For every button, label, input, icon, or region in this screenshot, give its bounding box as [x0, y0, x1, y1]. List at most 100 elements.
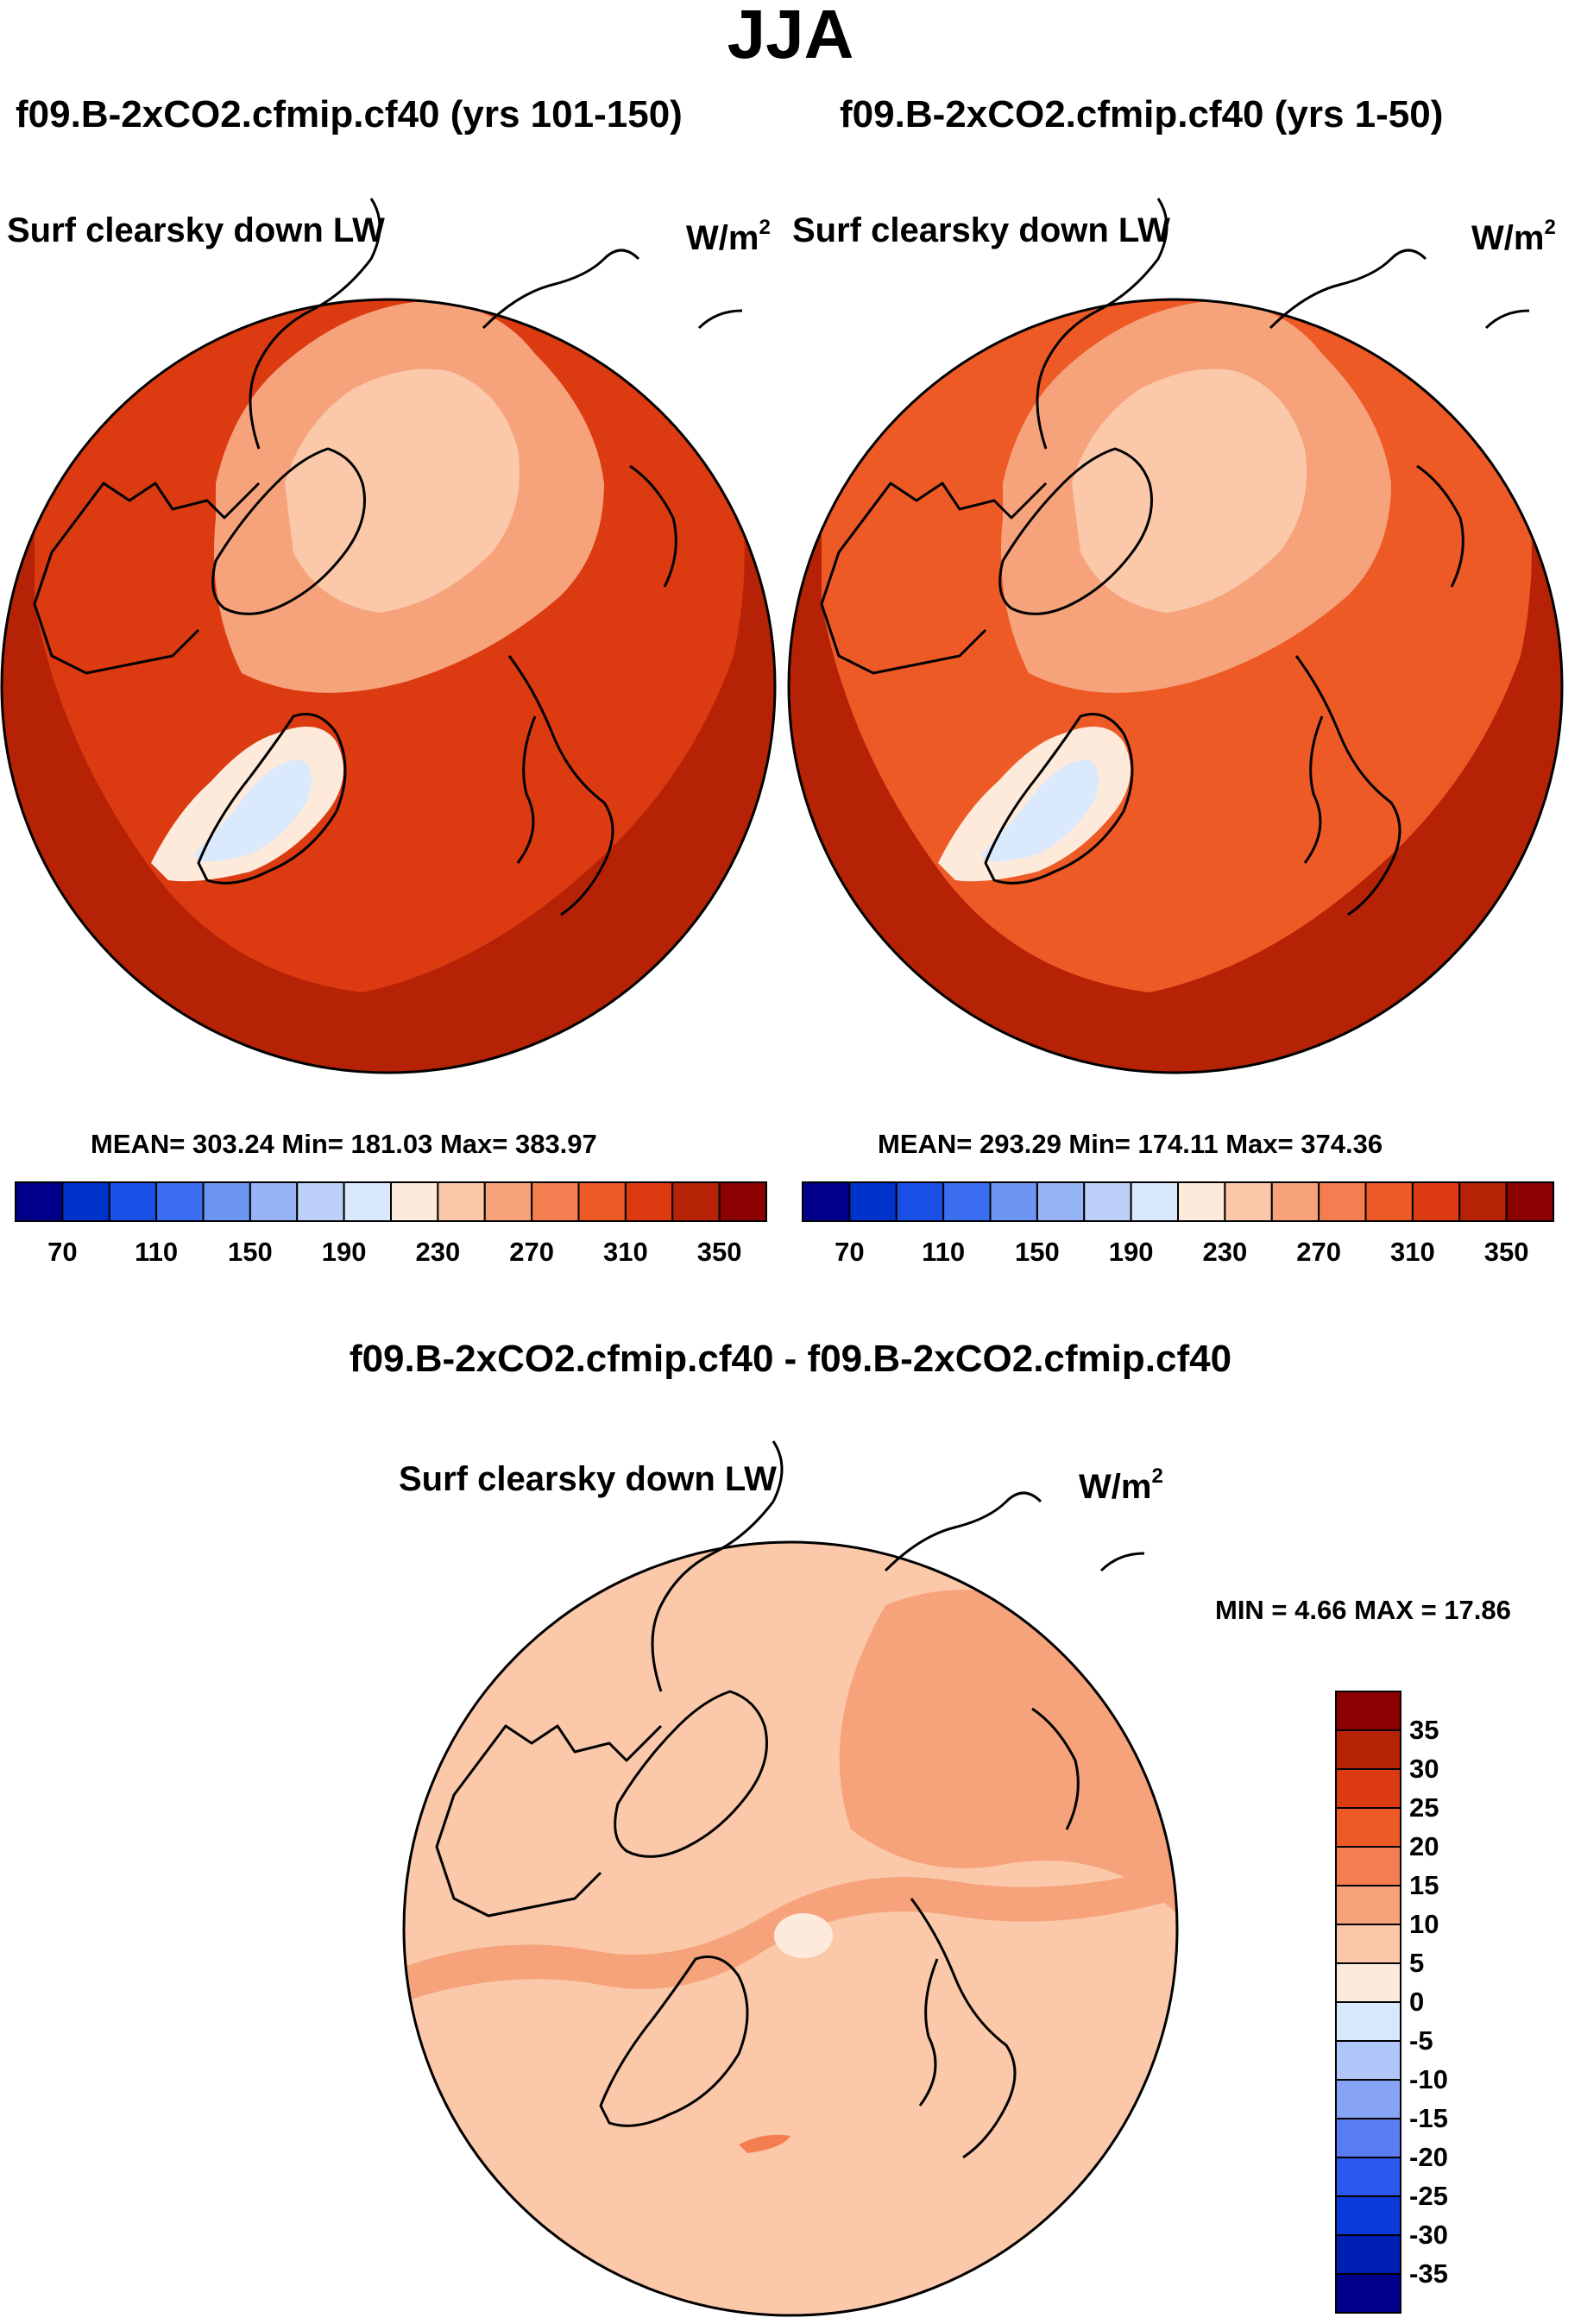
colorbar-tick-label: 10: [1409, 1909, 1439, 1939]
left-case-title: f09.B-2xCO2.cfmip.cf40 (yrs 101-150): [16, 93, 683, 135]
colorbar-cell: [1335, 1885, 1401, 1925]
coastline: [998, 447, 1153, 615]
colorbar-cell: [249, 1181, 299, 1222]
coastline: [910, 1898, 1017, 2159]
coastline: [1416, 464, 1464, 588]
colorbar-tick-label: 190: [1108, 1237, 1154, 1267]
colorbar-cell: [1335, 2273, 1401, 2314]
diff-coastlines: [435, 1440, 1145, 2159]
zone-greenland-coast: [739, 2134, 790, 2153]
colorbar-tick-label: 150: [1015, 1237, 1060, 1267]
coastline: [1269, 249, 1427, 330]
colorbar-tick-label: 70: [47, 1237, 78, 1267]
colorbar-tick-label: 190: [321, 1237, 367, 1267]
colorbar-cell: [1335, 2157, 1401, 2197]
colorbar-tick-label: -5: [1409, 2025, 1433, 2056]
colorbar-tick-label: -15: [1409, 2103, 1448, 2133]
colorbar-cell: [1224, 1181, 1273, 1222]
coastline: [820, 482, 1048, 675]
colorbar-cell: [1505, 1181, 1554, 1222]
colorbar-tick-label: 310: [1390, 1237, 1435, 1267]
colorbar-cell: [343, 1181, 392, 1222]
right-field-label: Surf clearsky down LW: [792, 211, 1170, 249]
coastline: [249, 198, 381, 450]
coastline: [435, 1724, 663, 1918]
left-units: W/m2: [686, 216, 771, 257]
colorbar-tick-label: 350: [1483, 1237, 1529, 1267]
colorbar-tick-label: -25: [1409, 2181, 1448, 2211]
coastline: [884, 1491, 1042, 1572]
zone-pole-spot: [774, 1913, 833, 1958]
colorbar-tick-label: 110: [922, 1237, 966, 1267]
colorbar-cell: [1364, 1181, 1414, 1222]
zone-band-north: [402, 1243, 1179, 1502]
colorbar-tick-label: 350: [696, 1237, 742, 1267]
coastline: [1303, 715, 1324, 864]
colorbar-tick-label: 270: [509, 1237, 554, 1267]
colorbar-cell: [108, 1181, 158, 1222]
colorbar-tick-label: -35: [1409, 2258, 1448, 2289]
colorbar-cell: [1335, 2195, 1401, 2236]
colorbar-cell: [1177, 1181, 1226, 1222]
coastline: [614, 1690, 768, 1858]
diff-field-label: Surf clearsky down LW: [399, 1460, 777, 1498]
colorbar-cell: [1335, 1807, 1401, 1848]
diff-case-title: f09.B-2xCO2.cfmip.cf40 - f09.B-2xCO2.cfm…: [349, 1338, 1232, 1380]
colorbar-tick-label: -10: [1409, 2064, 1448, 2094]
colorbar-tick-label: 310: [603, 1237, 648, 1267]
right-map: [789, 299, 1562, 1073]
colorbar-tick-label: -20: [1409, 2142, 1448, 2172]
coastline: [197, 713, 347, 885]
colorbar-cell: [531, 1181, 580, 1222]
colorbar-tick-label: 230: [415, 1237, 461, 1267]
right-stats: MEAN= 293.29 Min= 174.11 Max= 374.36: [878, 1129, 1383, 1159]
left-colorbar: [15, 1181, 767, 1222]
colorbar-tick-label: 0: [1409, 1987, 1425, 2017]
colorbar-cell: [1458, 1181, 1508, 1222]
colorbar-cell: [1335, 1729, 1401, 1770]
colorbar-cell: [989, 1181, 1038, 1222]
colorbar-cell: [671, 1181, 721, 1222]
colorbar-cell: [1270, 1181, 1320, 1222]
colorbar-tick-label: 5: [1409, 1948, 1425, 1978]
colorbar-cell: [1335, 2079, 1401, 2119]
colorbar-cell: [1318, 1181, 1367, 1222]
coastline: [629, 464, 677, 588]
zone-central-arctic: [285, 368, 520, 613]
coastline: [211, 447, 366, 615]
coastline: [1036, 198, 1168, 450]
colorbar-tick-label: 25: [1409, 1792, 1439, 1823]
colorbar-cell: [1335, 1691, 1401, 1731]
right-units: W/m2: [1471, 216, 1556, 257]
colorbar-tick-label: 270: [1296, 1237, 1341, 1267]
diff-units: W/m2: [1079, 1464, 1163, 1506]
colorbar-tick-label: 20: [1409, 1831, 1439, 1861]
colorbar-cell: [296, 1181, 345, 1222]
diff-map: [402, 1243, 1179, 2315]
colorbar-cell: [15, 1181, 64, 1222]
colorbar-cell: [483, 1181, 533, 1222]
zone-central-arctic: [1072, 368, 1307, 613]
colorbar-cell: [1335, 1924, 1401, 1964]
colorbar-cell: [1036, 1181, 1086, 1222]
colorbar-cell: [390, 1181, 439, 1222]
colorbar-cell: [895, 1181, 945, 1222]
coastline: [1031, 1707, 1080, 1830]
colorbar-tick-label: 150: [228, 1237, 273, 1267]
colorbar-cell: [942, 1181, 992, 1222]
colorbar-cell: [1335, 2118, 1401, 2158]
colorbar-tick-label: 15: [1409, 1870, 1439, 1900]
right-coastlines: [820, 198, 1530, 916]
colorbar-cell: [802, 1181, 851, 1222]
colorbar-cell: [61, 1181, 110, 1222]
figure-title: JJA: [727, 0, 854, 72]
left-map-border: [0, 298, 777, 1074]
coastline: [697, 309, 743, 330]
right-map-border: [787, 298, 1564, 1074]
colorbar-cell: [202, 1181, 251, 1222]
colorbar-cell: [577, 1181, 627, 1222]
right-case-title: f09.B-2xCO2.cfmip.cf40 (yrs 1-50): [840, 93, 1444, 135]
coastline: [482, 249, 640, 330]
colorbar-cell: [437, 1181, 486, 1222]
